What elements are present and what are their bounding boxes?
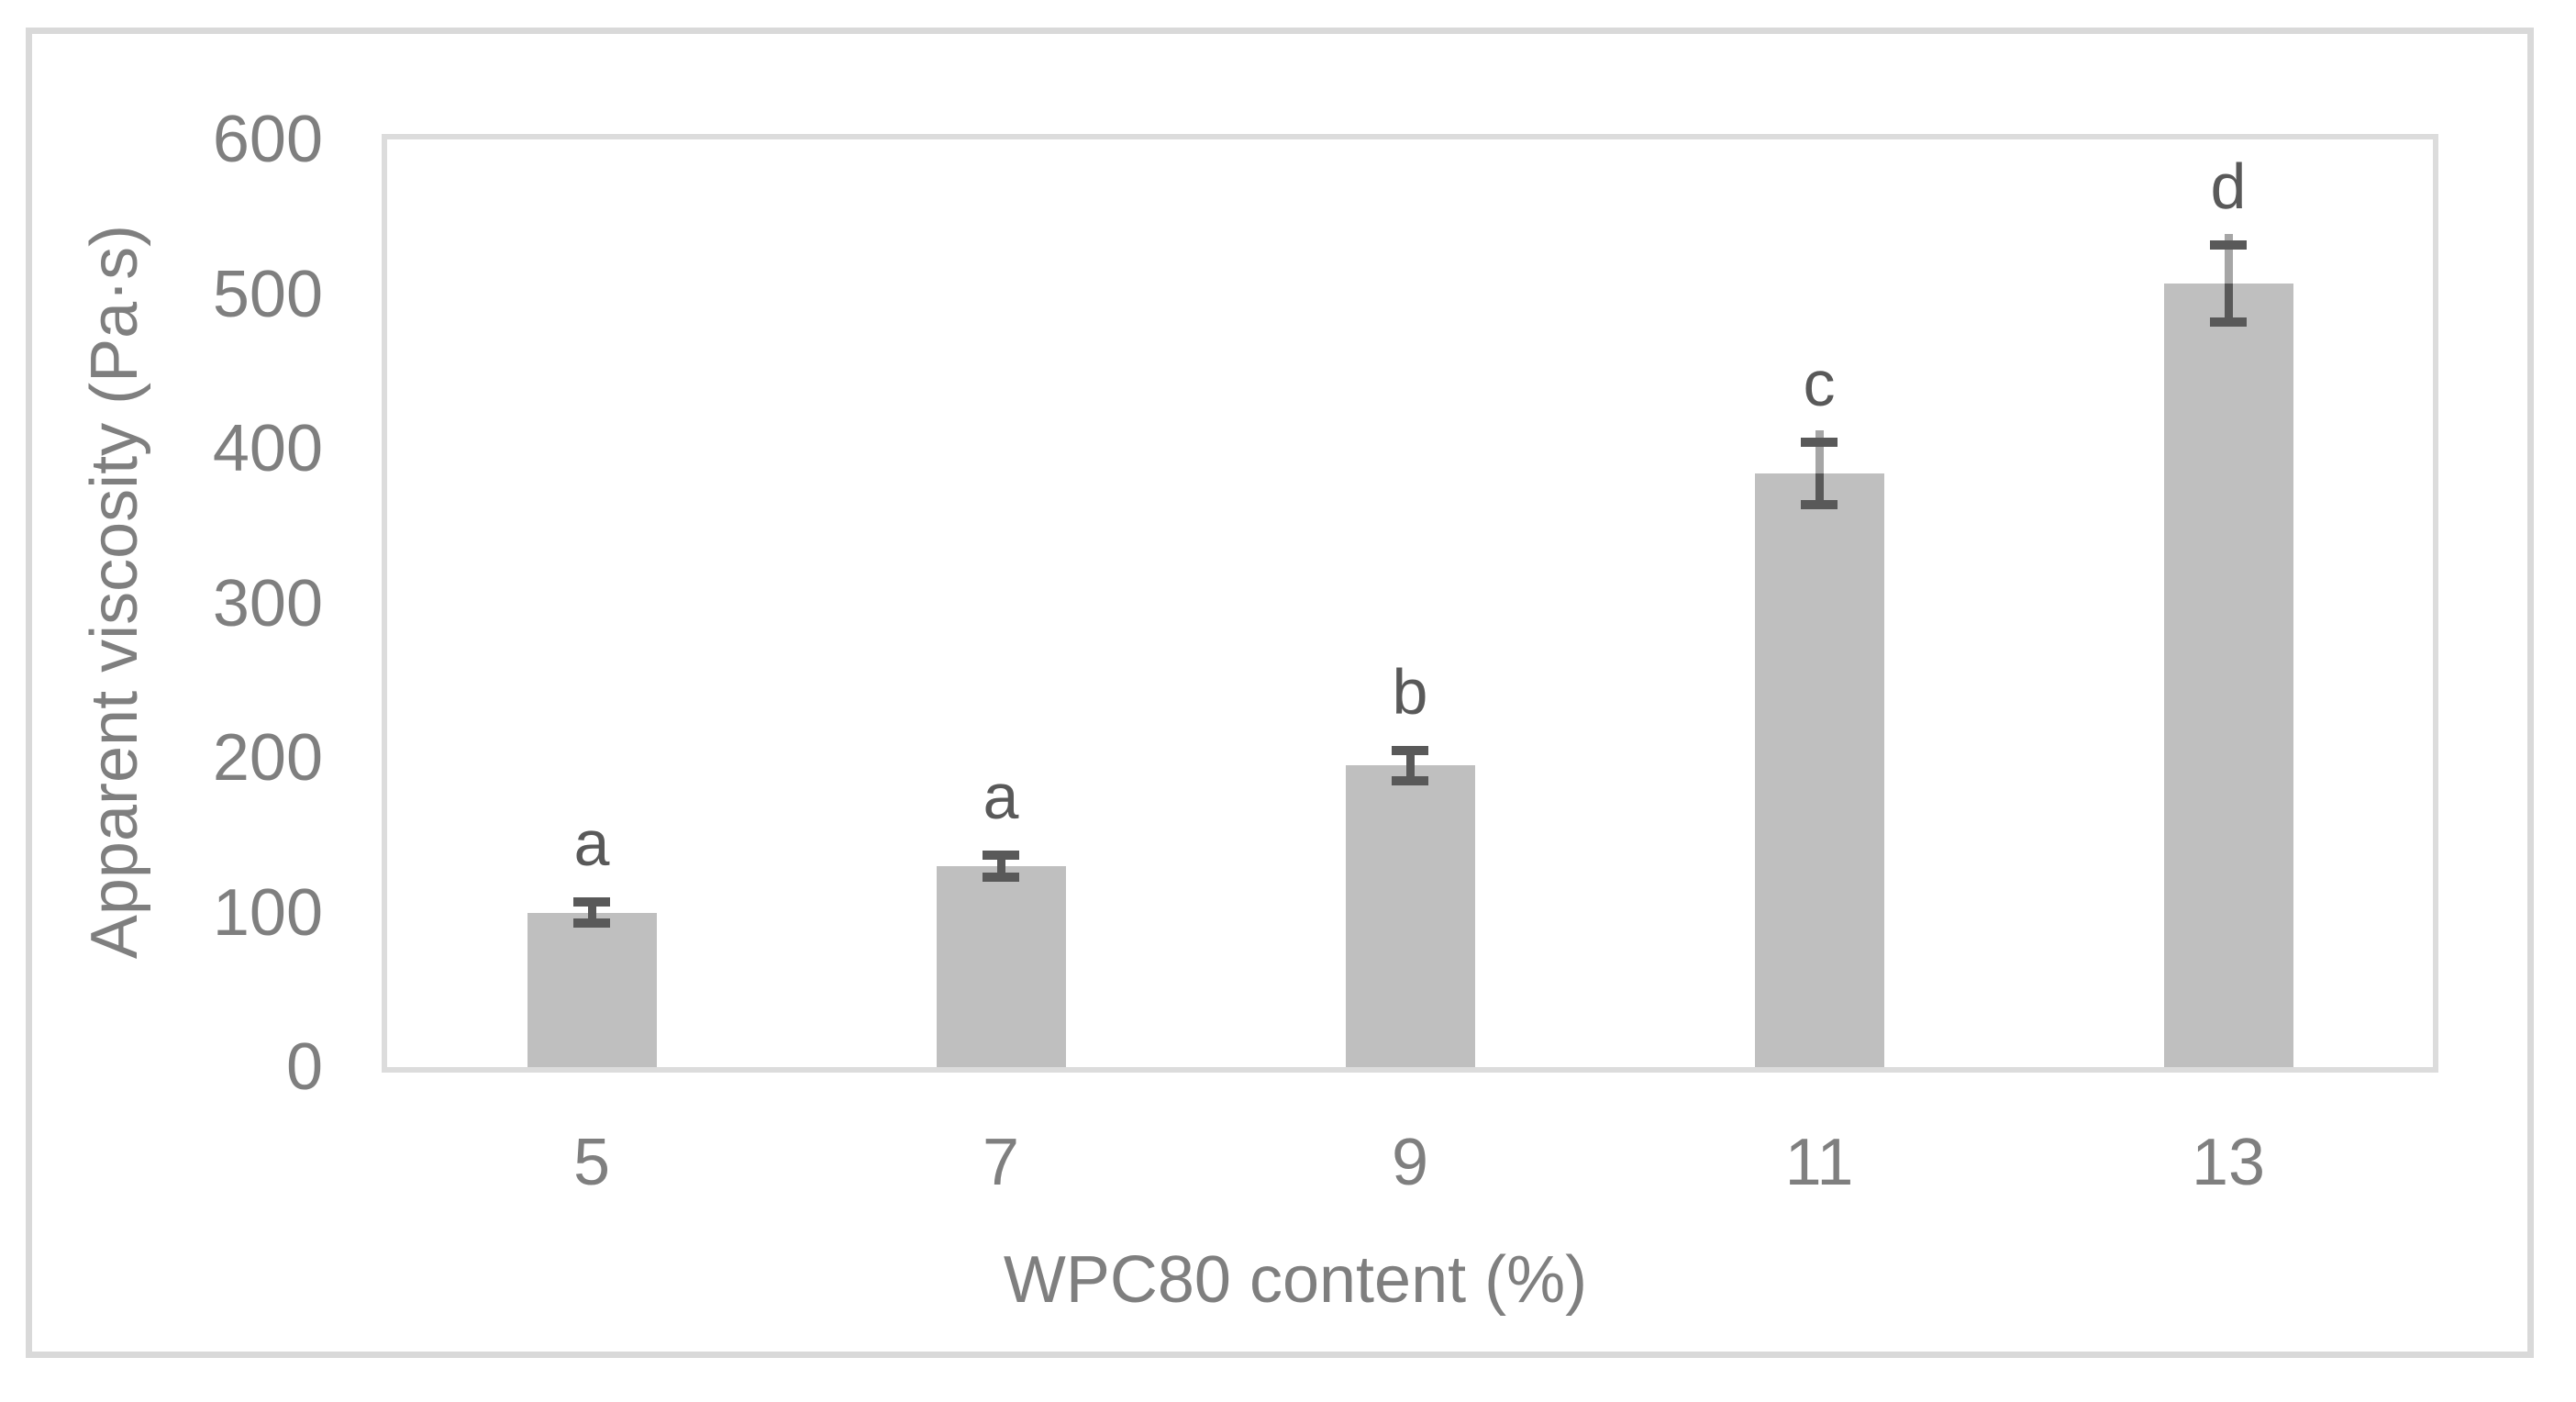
x-tick-label: 5 [572,1126,611,1199]
error-bar-cap [1801,499,1838,509]
error-bar-line [1815,473,1824,505]
significance-letter: d [2210,150,2247,222]
y-tick-label: 600 [212,103,323,176]
error-bar-cap [1801,438,1838,448]
bar [1754,473,1884,1067]
bar [936,865,1066,1067]
significance-letter: c [1803,348,1836,420]
error-bar-cap [2210,317,2247,327]
bar [527,912,657,1067]
y-tick-label: 200 [212,721,323,795]
x-tick-label: 9 [1391,1126,1429,1199]
error-bar-line [1405,750,1415,782]
bar [1345,765,1475,1067]
significance-letter: b [1392,655,1428,728]
error-bar-cap [1392,745,1428,755]
bar [2163,283,2293,1067]
y-tick-label: 300 [212,566,323,640]
error-bar-cap [573,918,610,929]
y-tick-label: 100 [212,875,323,950]
error-bar-cap [983,851,1019,861]
error-bar-line [2224,283,2233,322]
error-bar-line [587,901,596,924]
y-tick-label: 0 [285,1030,323,1104]
error-bar-cap [983,872,1019,882]
significance-letter: a [983,761,1019,833]
x-tick-label: 13 [2191,1126,2266,1199]
significance-letter: a [573,807,610,879]
error-bar-cap [2210,239,2247,250]
error-bar-line [996,855,1005,877]
error-bar-cap [1392,776,1428,786]
error-bar-upper-stem [2224,233,2233,284]
y-tick-label: 500 [212,257,323,331]
error-bar-cap [573,896,610,907]
y-tick-label: 400 [212,412,323,485]
chart-outer-border [26,28,2534,1358]
x-axis-title: WPC80 content (%) [1003,1243,1588,1317]
error-bar-upper-stem [1815,429,1824,473]
x-tick-label: 11 [1784,1126,1854,1199]
x-tick-label: 7 [982,1126,1020,1199]
